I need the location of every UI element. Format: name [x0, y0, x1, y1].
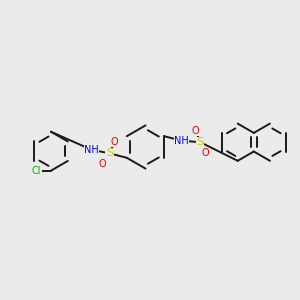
Text: O: O [192, 126, 200, 136]
Text: S: S [106, 148, 113, 158]
Text: NH: NH [174, 136, 189, 146]
Text: Cl: Cl [32, 166, 41, 176]
Text: O: O [111, 137, 118, 147]
Text: O: O [202, 148, 209, 158]
Text: O: O [99, 159, 106, 169]
Text: S: S [196, 137, 204, 147]
Text: NH: NH [84, 145, 99, 155]
